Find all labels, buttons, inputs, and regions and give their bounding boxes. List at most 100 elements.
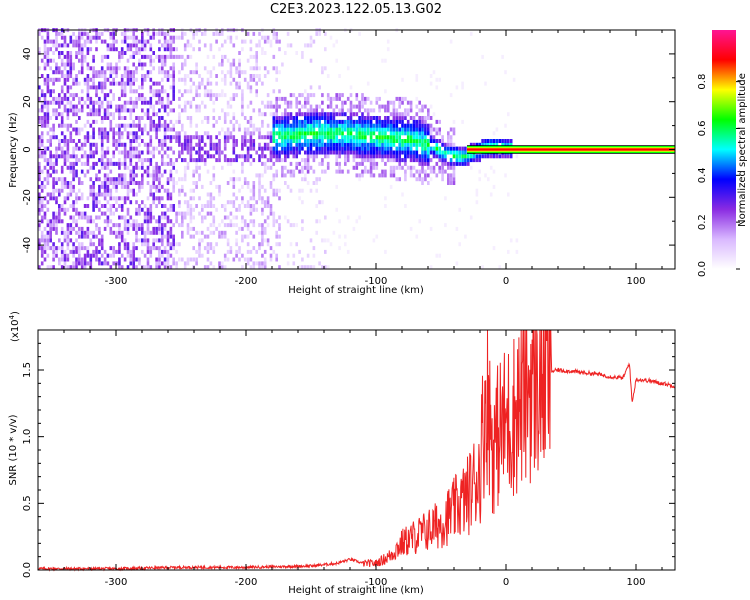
spectrogram-cell <box>72 246 75 251</box>
spectrogram-cell <box>301 51 304 55</box>
spectrogram-cell <box>189 257 193 262</box>
spectrogram-cell <box>183 47 187 52</box>
spectrogram-cell <box>66 108 70 113</box>
spectrogram-cell <box>189 215 193 220</box>
spectrogram-cell <box>309 127 313 132</box>
spectrogram-cell <box>46 54 50 59</box>
spectrogram-cell <box>83 142 87 147</box>
spectrogram-cell <box>295 135 298 140</box>
spectrogram-cell <box>118 54 121 59</box>
spectrogram-cell <box>435 161 439 166</box>
spectrogram-cell <box>429 116 433 120</box>
spectrogram-cell <box>172 181 175 185</box>
spectrogram-cell <box>361 169 364 174</box>
spectrogram-cell <box>135 223 138 228</box>
spectrogram-cell <box>92 112 95 117</box>
spectrogram-cell <box>195 104 198 109</box>
spectrogram-cell <box>452 146 456 151</box>
spectrogram-cell <box>246 146 250 151</box>
spectrogram-cell <box>78 246 81 251</box>
spectrogram-cell <box>163 161 167 166</box>
spectrogram-cell <box>209 47 213 52</box>
spectrogram-cell <box>421 177 424 182</box>
spectrogram-cell <box>161 158 164 163</box>
spectrogram-cell <box>309 112 313 117</box>
spectrogram-cell <box>161 31 164 36</box>
spectrogram-cell <box>72 173 75 178</box>
spectrogram-cell <box>415 74 419 78</box>
spectrogram-cell <box>112 39 115 44</box>
spectrogram-cell <box>221 204 224 208</box>
spectrogram-cell <box>109 66 113 71</box>
spectrogram-cell <box>223 234 227 239</box>
spectrogram-cell <box>46 108 50 113</box>
spectrogram-cell <box>109 161 113 166</box>
spectrogram-cell <box>195 93 198 98</box>
spectrogram-cell <box>120 238 124 243</box>
spectrogram-cell <box>464 161 467 166</box>
spectrogram-cell <box>349 100 353 105</box>
spectrogram-cell <box>501 154 504 159</box>
spectrogram-cell <box>289 223 293 228</box>
spectrogram-cell <box>120 108 124 113</box>
spectrogram-cell <box>438 165 441 170</box>
spectrogram-cell <box>398 119 401 124</box>
spectrogram-cell <box>246 131 250 136</box>
spectrogram-cell <box>135 173 138 178</box>
spectrogram-cell <box>315 146 318 151</box>
spectrogram-cell <box>109 104 113 109</box>
spectrogram-cell <box>43 43 47 48</box>
spectrogram-cell <box>112 77 115 82</box>
spectrogram-cell <box>92 207 95 212</box>
spectrogram-cell <box>72 112 75 117</box>
spectrogram-cell <box>161 242 164 247</box>
spectrogram-cell <box>89 123 93 128</box>
spectrogram-cell <box>132 257 135 262</box>
spectrogram-cell <box>235 249 238 254</box>
spectrogram-cell <box>49 192 52 197</box>
spectrogram-cell <box>58 215 61 220</box>
spectrogram-cell <box>129 158 133 163</box>
spectrogram-cell <box>78 116 81 120</box>
spectrogram-cell <box>86 77 90 82</box>
spectrogram-cell <box>158 70 161 75</box>
spectrogram-cell <box>155 135 158 140</box>
spectrogram-cell <box>78 43 81 48</box>
spectrogram-cell <box>212 196 216 201</box>
spectrogram-cell <box>83 154 87 159</box>
spectrogram-cell <box>458 207 461 212</box>
spectrogram-cell <box>478 142 481 147</box>
spectrogram-cell <box>386 119 390 124</box>
spectrogram-cell <box>418 119 421 124</box>
spectrogram-cell <box>80 230 84 235</box>
spectrogram-cell <box>263 226 267 231</box>
colorbar-ticks: 0.00.20.40.60.8 <box>697 74 740 277</box>
spectrogram-cell <box>100 127 104 132</box>
spectrogram-cell <box>169 35 173 40</box>
spectrogram-cell <box>149 142 153 147</box>
spectrogram-cell <box>169 85 173 90</box>
spectrogram-cell <box>60 226 64 231</box>
spectrogram-cell <box>289 104 293 109</box>
spectrogram-cell <box>321 169 324 174</box>
spectrogram-cell <box>332 112 336 117</box>
spectrogram-cell <box>132 62 135 67</box>
spectrogram-cell <box>83 31 87 36</box>
spectrogram-cell <box>83 211 87 216</box>
spectrogram-cell <box>52 131 55 136</box>
spectrogram-cell <box>132 54 135 59</box>
spectrogram-cell <box>321 123 324 128</box>
spectrogram-cell <box>398 127 401 132</box>
spectrogram-cell <box>89 165 93 170</box>
spectrogram-cell <box>141 31 144 36</box>
spectrogram-cell <box>172 188 175 193</box>
spectrogram-cell <box>38 116 41 120</box>
spectrogram-cell <box>252 234 256 239</box>
spectrogram-cell <box>78 234 81 239</box>
spectrogram-cell <box>389 127 393 132</box>
spectrogram-cell <box>98 108 101 113</box>
spectrogram-cell <box>212 116 216 120</box>
spectrogram-cell <box>46 81 50 86</box>
spectrogram-cell <box>198 108 201 113</box>
spectrogram-cell <box>284 135 287 140</box>
